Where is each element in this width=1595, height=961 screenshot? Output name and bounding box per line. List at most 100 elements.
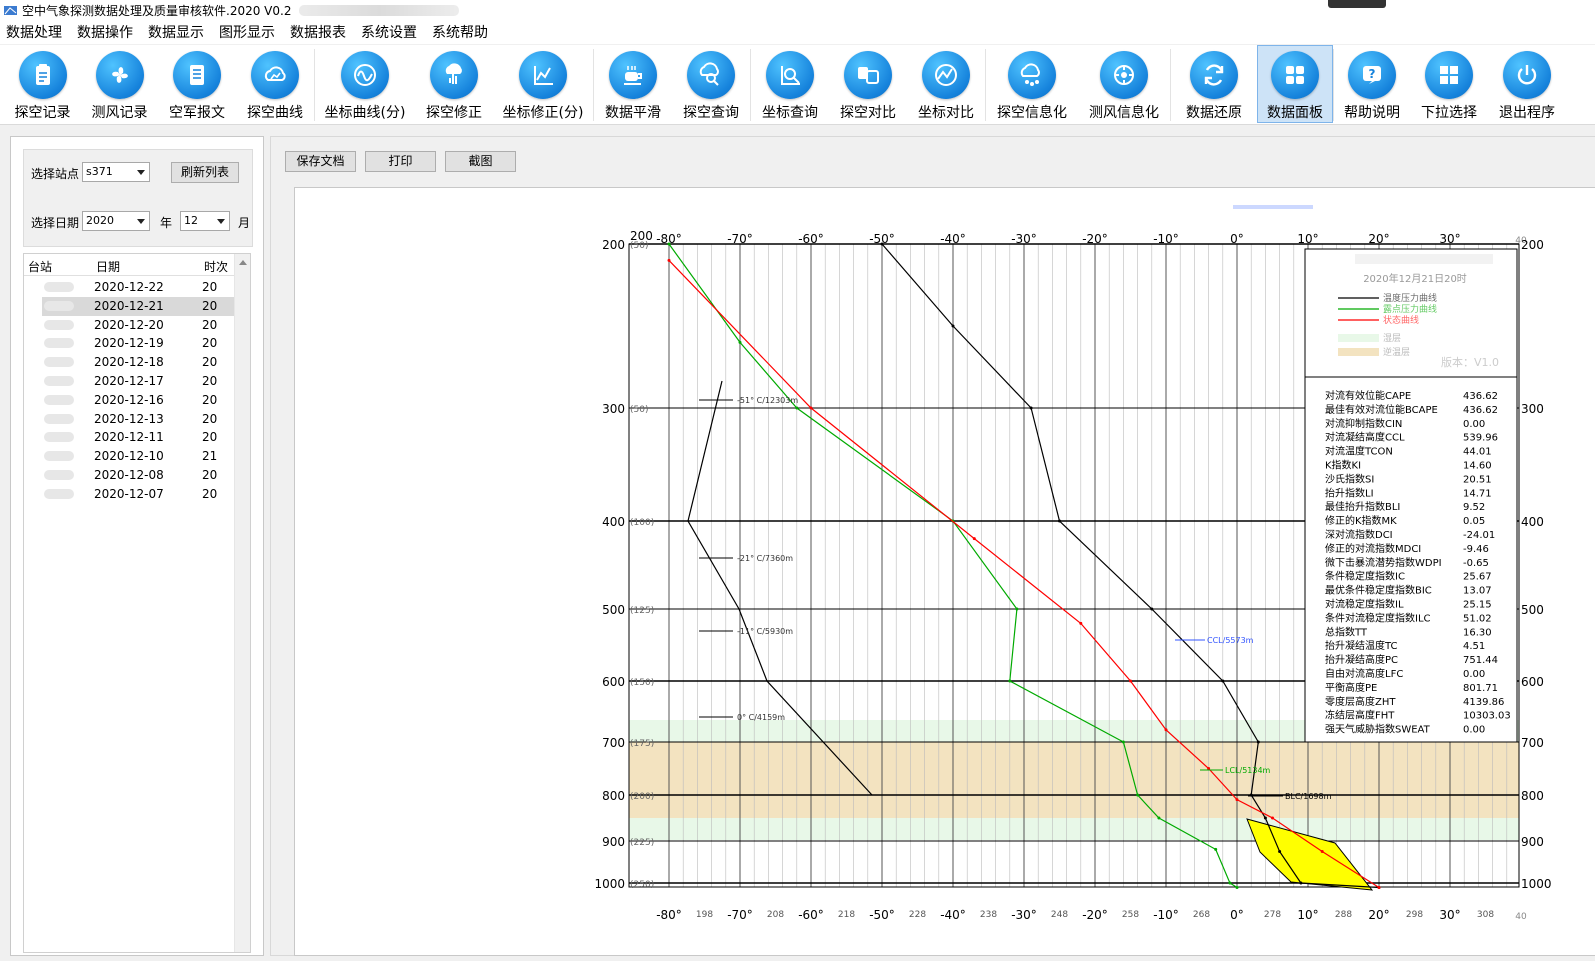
index-value: 0.00 xyxy=(1463,419,1485,430)
toolbar-button-15[interactable]: 数据面板 xyxy=(1257,45,1333,123)
toolbar-button-4[interactable]: 坐标曲线(分) xyxy=(315,45,415,123)
station-redacted xyxy=(44,488,74,499)
station-redacted xyxy=(44,413,74,424)
list-item[interactable]: 2020-12-13 20 xyxy=(42,410,234,429)
toolbar-button-7[interactable]: 数据平滑 xyxy=(594,45,672,123)
pressure-label-right: 1000 xyxy=(1521,877,1552,891)
menu-item-5[interactable]: 系统设置 xyxy=(361,25,417,41)
series-point-1 xyxy=(1015,607,1019,611)
save-document-button[interactable]: 保存文档 xyxy=(285,151,356,172)
list-item-time: 20 xyxy=(202,336,218,351)
list-item-date: 2020-12-18 xyxy=(94,355,164,370)
menu-item-2[interactable]: 数据显示 xyxy=(148,25,204,41)
list-item[interactable]: 2020-12-20 20 xyxy=(42,316,234,335)
scroll-up-icon[interactable] xyxy=(239,260,247,265)
list-item-time: 20 xyxy=(202,411,218,426)
refresh-list-button[interactable]: 刷新列表 xyxy=(171,162,239,183)
list-item[interactable]: 2020-12-18 20 xyxy=(42,353,234,372)
toolbar-button-2[interactable]: 空军报文 xyxy=(158,45,236,123)
toolbar-button-11[interactable]: 坐标对比 xyxy=(907,45,985,123)
year-select[interactable]: 2020 xyxy=(82,211,150,231)
pressure-label-left: 600 xyxy=(602,675,625,689)
toolbar-separator xyxy=(593,49,594,121)
toolbar-button-5[interactable]: 探空修正 xyxy=(415,45,493,123)
toolbar-button-8[interactable]: 探空查询 xyxy=(672,45,750,123)
window-control[interactable] xyxy=(1328,0,1386,8)
toolbar-button-9[interactable]: 坐标查询 xyxy=(751,45,829,123)
list-item-time: 21 xyxy=(202,449,218,464)
toolbar-button-12[interactable]: 探空信息化 xyxy=(986,45,1078,123)
svg-text:?: ? xyxy=(1369,67,1376,81)
pressure-sub-label: (50) xyxy=(630,241,648,251)
menu-item-0[interactable]: 数据处理 xyxy=(6,25,62,41)
station-select[interactable]: s371 xyxy=(82,162,150,182)
toolbar: 探空记录 测风记录 空军报文 探空曲线 坐标曲线(分) 探空修正 坐标修正(分) 数据平滑 探空… xyxy=(0,45,1595,125)
index-value: 751.44 xyxy=(1463,655,1498,666)
pressure-sub-label: (125) xyxy=(630,606,654,616)
toolbar-button-6[interactable]: 坐标修正(分) xyxy=(493,45,593,123)
compare-icon xyxy=(844,51,892,99)
list-item[interactable]: 2020-12-16 20 xyxy=(42,391,234,410)
document-icon xyxy=(173,51,221,99)
vertical-scrollbar[interactable] xyxy=(234,254,250,952)
series-point-0 xyxy=(1263,816,1267,820)
list-item-date: 2020-12-21 xyxy=(94,298,164,313)
pressure-label-right: 400 xyxy=(1521,515,1544,529)
month-select[interactable]: 12 xyxy=(180,211,230,231)
menu-item-3[interactable]: 图形显示 xyxy=(219,25,275,41)
record-list[interactable]: 台站 日期 时次 2020-12-22 20 2020-12-21 20 2020-12… xyxy=(23,253,251,953)
list-item[interactable]: 2020-12-19 20 xyxy=(42,334,234,353)
toolbar-button-10[interactable]: 探空对比 xyxy=(829,45,907,123)
x-tick-label-bottom: -40° xyxy=(940,908,966,922)
menu-item-6[interactable]: 系统帮助 xyxy=(432,25,488,41)
list-item[interactable]: 2020-12-10 21 xyxy=(42,447,234,466)
list-item-time: 20 xyxy=(202,280,218,294)
station-redacted xyxy=(44,432,74,443)
toolbar-button-0[interactable]: 探空记录 xyxy=(4,45,81,123)
legend-header-redacted xyxy=(1355,254,1493,264)
series-point-2 xyxy=(667,258,671,262)
wind-info-icon xyxy=(1100,51,1148,99)
sounding-chart-area: -80° -80° -70° -70° -60° -60° -50° -50° -40° -40°… xyxy=(294,187,1595,956)
list-item[interactable]: 2020-12-07 20 xyxy=(42,485,234,504)
list-item[interactable]: 2020-12-17 20 xyxy=(42,372,234,391)
list-item[interactable]: 2020-12-11 20 xyxy=(42,428,234,447)
toolbar-button-label: 测风记录 xyxy=(91,105,148,121)
toolbar-button-14[interactable]: 数据还原 xyxy=(1171,45,1257,123)
toolbar-button-16[interactable]: ? 帮助说明 xyxy=(1334,45,1410,123)
toolbar-separator xyxy=(985,49,986,121)
clipboard-icon xyxy=(18,51,67,99)
column-date[interactable]: 日期 xyxy=(96,260,121,274)
dashboard-icon xyxy=(1271,51,1319,99)
list-item[interactable]: 2020-12-22 20 xyxy=(42,278,234,297)
toolbar-button-13[interactable]: 测风信息化 xyxy=(1078,45,1170,123)
toolbar-button-label: 坐标对比 xyxy=(918,105,974,121)
series-point-2 xyxy=(1079,621,1083,625)
pressure-sub-label: (175) xyxy=(630,739,654,749)
index-value: -24.01 xyxy=(1463,530,1495,541)
column-station[interactable]: 台站 xyxy=(28,260,53,274)
print-button[interactable]: 打印 xyxy=(365,151,436,172)
pressure-label-left: 400 xyxy=(602,515,625,529)
toolbar-button-18[interactable]: 退出程序 xyxy=(1488,45,1566,123)
chart-search-icon xyxy=(766,51,814,99)
toolbar-button-17[interactable]: 下拉选择 xyxy=(1410,45,1488,123)
index-value: 9.52 xyxy=(1463,502,1485,513)
column-time[interactable]: 时次 xyxy=(204,260,229,274)
index-name: 对流凝结高度CCL xyxy=(1325,431,1405,444)
legend-entry-2: 状态曲线 xyxy=(1383,314,1419,326)
screenshot-button[interactable]: 截图 xyxy=(445,151,516,172)
menu-item-4[interactable]: 数据报表 xyxy=(290,25,346,41)
toolbar-button-1[interactable]: 测风记录 xyxy=(81,45,158,123)
toolbar-button-label: 探空曲线 xyxy=(247,105,303,121)
toolbar-button-3[interactable]: 探空曲线 xyxy=(236,45,314,123)
list-item[interactable]: 2020-12-21 20 xyxy=(42,296,234,316)
x-tick-label-top: -80° xyxy=(656,232,682,246)
cloud-info-icon xyxy=(1008,51,1056,99)
index-value: 801.71 xyxy=(1463,683,1498,694)
menu-item-1[interactable]: 数据操作 xyxy=(77,25,133,41)
cloud-hand-icon xyxy=(430,51,478,99)
pressure-label-right: 900 xyxy=(1521,835,1544,849)
line-chart-icon xyxy=(519,51,567,99)
list-item[interactable]: 2020-12-08 20 xyxy=(42,466,234,485)
